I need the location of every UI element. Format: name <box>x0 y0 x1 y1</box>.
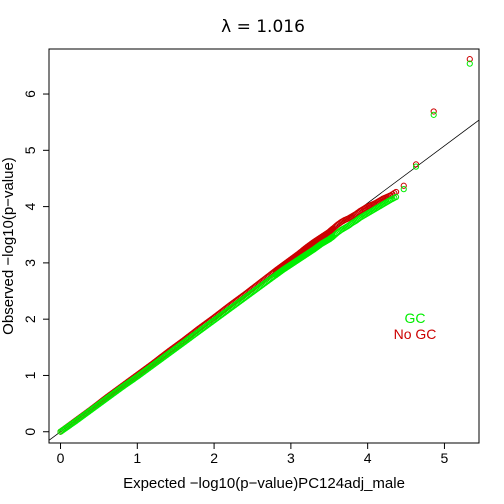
data-point <box>430 108 437 115</box>
y-tick-label: 0 <box>22 428 38 436</box>
y-tick-label: 6 <box>22 90 38 98</box>
y-tick-label: 4 <box>22 202 38 210</box>
data-point <box>392 193 400 201</box>
legend-no-gc: No GC <box>394 326 437 342</box>
data-point <box>466 60 473 67</box>
x-axis-label: Expected −log10(p−value)PC124adj_male <box>123 475 405 492</box>
x-tick-label: 1 <box>133 450 141 466</box>
data-point <box>400 186 407 193</box>
data-points <box>57 56 473 435</box>
y-tick-label: 2 <box>22 315 38 323</box>
y-tick-label: 1 <box>22 371 38 379</box>
y-axis: 0 1 2 3 4 5 6 <box>22 90 49 436</box>
x-tick-label: 0 <box>57 450 65 466</box>
y-axis-label: Observed −log10(p−value) <box>0 157 17 335</box>
x-tick-label: 2 <box>210 450 218 466</box>
y-tick-label: 5 <box>22 146 38 154</box>
x-tick-label: 3 <box>287 450 295 466</box>
x-axis: 0 1 2 3 4 5 <box>57 443 449 466</box>
plot-frame <box>48 48 480 444</box>
data-point <box>412 163 420 170</box>
x-tick-label: 5 <box>441 450 449 466</box>
chart-title: λ = 1.016 <box>221 17 305 37</box>
y-tick-label: 3 <box>22 259 38 267</box>
data-point <box>412 161 420 168</box>
data-point <box>400 182 407 189</box>
legend-gc: GC <box>405 310 426 326</box>
data-point <box>430 111 437 118</box>
x-tick-label: 4 <box>364 450 372 466</box>
data-point <box>466 56 473 63</box>
